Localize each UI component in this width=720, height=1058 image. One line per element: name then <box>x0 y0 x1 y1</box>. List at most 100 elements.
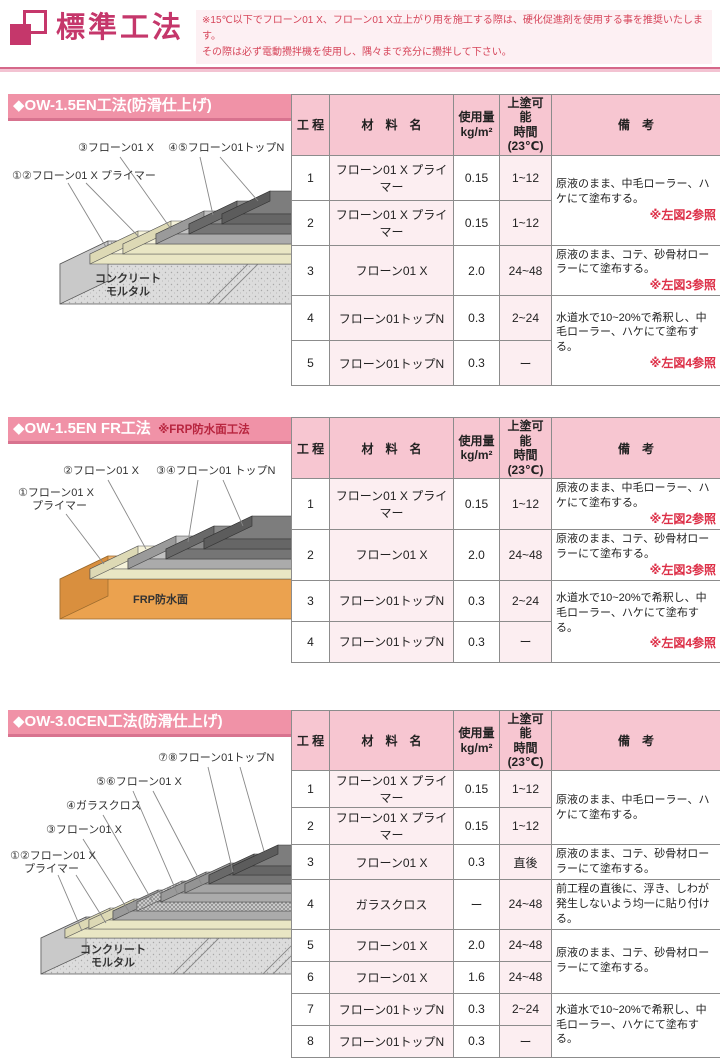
remarks-cell: 水道水で10~20%で希釈し、中毛ローラー、ハケにて塗布する。 <box>552 993 720 1057</box>
process-cell: 5 <box>292 929 330 961</box>
time-cell: ー <box>500 341 552 386</box>
time-cell: 1~12 <box>500 200 552 245</box>
col-header-process: 工 程 <box>292 95 330 156</box>
material-cell: フローン01 X プライマー <box>330 771 454 808</box>
table-row: 4 ガラスクロス ー 24~48 前工程の直後に、浮き、しわが発生しないよう均一… <box>292 880 720 930</box>
layer-label: ④⑤フローン01トップN <box>168 141 284 154</box>
material-cell: フローン01トップN <box>330 621 454 662</box>
usage-cell: 0.3 <box>454 296 500 341</box>
usage-cell: 0.3 <box>454 993 500 1025</box>
header-divider <box>0 67 720 72</box>
col-header-process: 工 程 <box>292 710 330 771</box>
material-cell: ガラスクロス <box>330 880 454 930</box>
time-cell: 2~24 <box>500 993 552 1025</box>
usage-cell: 0.15 <box>454 200 500 245</box>
process-cell: 1 <box>292 479 330 530</box>
section-title: ◆OW-3.0CEN工法(防滑仕上げ) <box>13 713 223 730</box>
time-cell: 2~24 <box>500 580 552 621</box>
remarks-cell: 水道水で10~20%で希釈し、中毛ローラー、ハケにて塗布する。※左図4参照 <box>552 296 720 386</box>
layer-label: ③フローン01 X <box>46 824 123 836</box>
process-cell: 2 <box>292 529 330 580</box>
table-row: 1 フローン01 X プライマー 0.15 1~12 原液のまま、中毛ローラー、… <box>292 771 720 808</box>
process-cell: 4 <box>292 621 330 662</box>
table-row: 3 フローン01 X 0.3 直後 原液のまま、コテ、砂骨材ローラーにて塗布する… <box>292 845 720 880</box>
figure-reference: ※左図3参照 <box>556 562 716 578</box>
time-cell: 24~48 <box>500 245 552 296</box>
time-cell: 24~48 <box>500 929 552 961</box>
remarks-cell: 原液のまま、中毛ローラー、ハケにて塗布する。※左図2参照 <box>552 155 720 245</box>
process-cell: 3 <box>292 245 330 296</box>
usage-cell: 1.6 <box>454 961 500 993</box>
usage-cell: 0.3 <box>454 341 500 386</box>
table-row: 1 フローン01 X プライマー 0.15 1~12 原液のまま、中毛ローラー、… <box>292 155 720 200</box>
col-header-time: 上塗可能時間(23℃) <box>500 710 552 771</box>
layer-label: ⑦⑧フローン01トップN <box>158 751 274 764</box>
material-cell: フローン01トップN <box>330 993 454 1025</box>
time-cell: 1~12 <box>500 479 552 530</box>
usage-note-line2: その際は必ず電動攪拌機を使用し、隅々まで充分に攪拌して下さい。 <box>202 45 706 61</box>
table-row: 1 フローン01 X プライマー 0.15 1~12 原液のまま、中毛ローラー、… <box>292 479 720 530</box>
layer-label: ④ガラスクロス <box>66 799 142 812</box>
layer-label: ③④フローン01 トップN <box>156 464 275 477</box>
layer-label: ①②フローン01 X <box>10 850 96 862</box>
section-ow30cen: ◆OW-3.0CEN工法(防滑仕上げ) <box>8 710 713 1058</box>
material-cell: フローン01 X プライマー <box>330 479 454 530</box>
process-cell: 1 <box>292 771 330 808</box>
process-cell: 1 <box>292 155 330 200</box>
time-cell: 直後 <box>500 845 552 880</box>
table-row: 3 フローン01 X 2.0 24~48 原液のまま、コテ、砂骨材ローラーにて塗… <box>292 245 720 296</box>
section-title-bar: ◆OW-1.5EN FR工法 ※FRP防水面工法 <box>8 417 291 444</box>
page-title: 標準工法 <box>56 9 184 47</box>
material-cell: フローン01 X プライマー <box>330 200 454 245</box>
layer-label: ②フローン01 X <box>63 465 140 477</box>
col-header-material: 材 料 名 <box>330 418 454 479</box>
usage-cell: 2.0 <box>454 245 500 296</box>
col-header-process: 工 程 <box>292 418 330 479</box>
layer-label: プライマー <box>32 499 87 512</box>
table-row: 5 フローン01 X 2.0 24~48 原液のまま、コテ、砂骨材ローラーにて塗… <box>292 929 720 961</box>
section-title-bar: ◆OW-1.5EN工法(防滑仕上げ) <box>8 94 291 121</box>
layer-label: ③フローン01 X <box>78 142 155 154</box>
usage-cell: 0.15 <box>454 808 500 845</box>
col-header-remarks: 備 考 <box>552 418 720 479</box>
usage-cell: 0.3 <box>454 621 500 662</box>
material-cell: フローン01 X <box>330 529 454 580</box>
process-cell: 3 <box>292 845 330 880</box>
process-cell: 4 <box>292 880 330 930</box>
figure-reference: ※左図3参照 <box>556 277 716 293</box>
table-row: 3 フローン01トップN 0.3 2~24 水道水で10~20%で希釈し、中毛ロ… <box>292 580 720 621</box>
section-title: ◆OW-1.5EN工法(防滑仕上げ) <box>13 97 212 114</box>
time-cell: 2~24 <box>500 296 552 341</box>
table-row: 2 フローン01 X 2.0 24~48 原液のまま、コテ、砂骨材ローラーにて塗… <box>292 529 720 580</box>
time-cell: 24~48 <box>500 880 552 930</box>
process-cell: 6 <box>292 961 330 993</box>
section-title: ◆OW-1.5EN FR工法 <box>13 420 151 437</box>
time-cell: 24~48 <box>500 529 552 580</box>
remarks-cell: 原液のまま、中毛ローラー、ハケにて塗布する。 <box>552 771 720 845</box>
time-cell: 1~12 <box>500 155 552 200</box>
col-header-material: 材 料 名 <box>330 95 454 156</box>
material-cell: フローン01トップN <box>330 580 454 621</box>
base-label: コンクリート <box>80 943 146 956</box>
usage-cell: 0.3 <box>454 580 500 621</box>
material-cell: フローン01 X <box>330 929 454 961</box>
material-cell: フローン01トップN <box>330 1025 454 1057</box>
col-header-time: 上塗可能時間(23℃) <box>500 418 552 479</box>
remarks-cell: 原液のまま、コテ、砂骨材ローラーにて塗布する。 <box>552 929 720 993</box>
col-header-remarks: 備 考 <box>552 710 720 771</box>
layer-label: プライマー <box>24 862 79 875</box>
material-cell: フローン01トップN <box>330 296 454 341</box>
usage-cell: 0.3 <box>454 845 500 880</box>
process-cell: 5 <box>292 341 330 386</box>
usage-cell: 0.15 <box>454 155 500 200</box>
time-cell: ー <box>500 1025 552 1057</box>
remarks-cell: 原液のまま、中毛ローラー、ハケにて塗布する。※左図2参照 <box>552 479 720 530</box>
material-cell: フローン01 X <box>330 245 454 296</box>
figure-reference: ※左図4参照 <box>556 355 716 371</box>
